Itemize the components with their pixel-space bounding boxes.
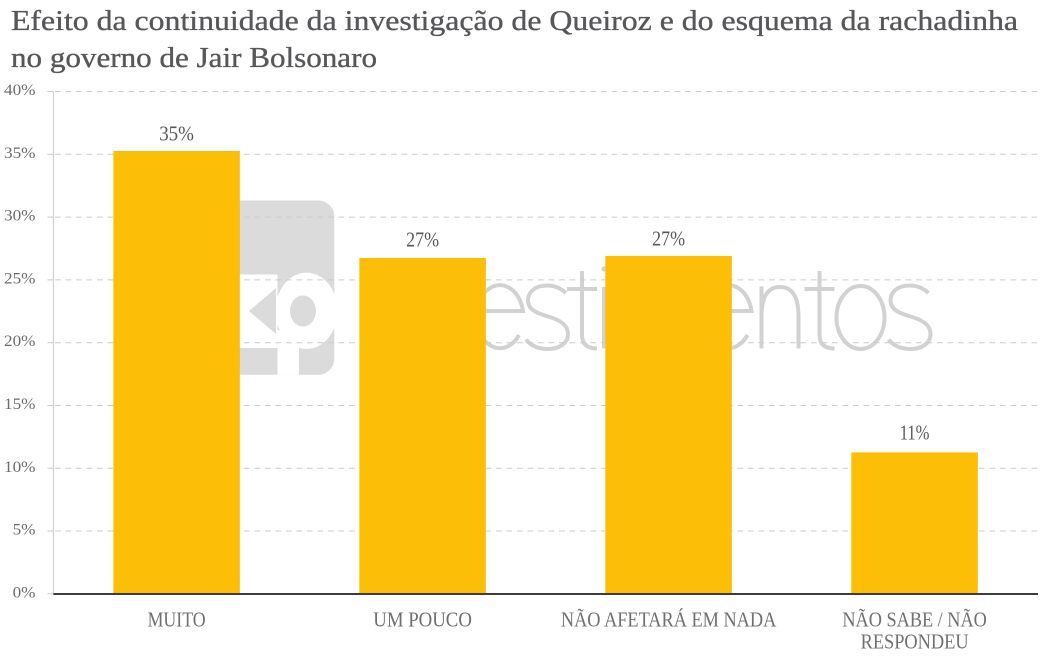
svg-text:25%: 25% [4, 270, 36, 287]
svg-text:NÃO SABE / NÃO: NÃO SABE / NÃO [842, 607, 987, 631]
svg-text:5%: 5% [13, 522, 36, 539]
svg-text:Efeito da continuidade da inve: Efeito da continuidade da investigação d… [11, 6, 1019, 37]
svg-text:0%: 0% [13, 584, 36, 601]
svg-text:27%: 27% [406, 227, 439, 251]
svg-text:UM POUCO: UM POUCO [373, 607, 472, 631]
svg-text:15%: 15% [4, 396, 36, 413]
svg-text:35%: 35% [159, 121, 194, 145]
svg-text:35%: 35% [4, 145, 36, 162]
svg-text:40%: 40% [4, 82, 36, 99]
svg-text:no governo de Jair Bolsonaro: no governo de Jair Bolsonaro [11, 43, 377, 74]
svg-text:11%: 11% [900, 421, 930, 445]
svg-text:MUITO: MUITO [148, 607, 206, 631]
svg-text:RESPONDEU: RESPONDEU [861, 629, 969, 653]
svg-text:10%: 10% [4, 459, 36, 476]
svg-text:20%: 20% [4, 333, 36, 350]
svg-text:30%: 30% [4, 208, 36, 225]
svg-text:27%: 27% [652, 227, 685, 251]
svg-text:NÃO AFETARÁ EM NADA: NÃO AFETARÁ EM NADA [561, 607, 777, 631]
